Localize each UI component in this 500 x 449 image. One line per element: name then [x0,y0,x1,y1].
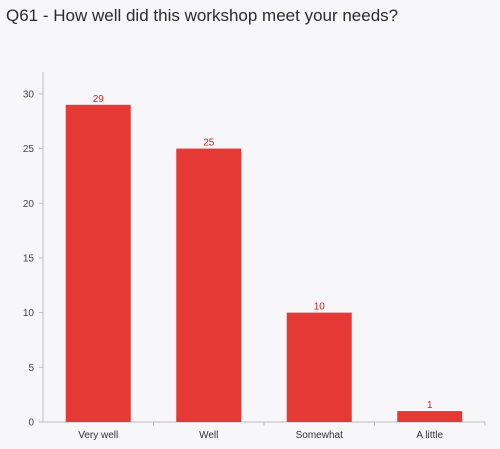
y-tick-label: 5 [28,363,34,374]
x-tick-marks [153,422,486,426]
y-tick-labels: 0 5 10 15 20 25 30 [23,89,43,429]
chart-title: Q61 - How well did this workshop meet yo… [6,6,399,25]
y-tick-label: 20 [23,199,35,210]
category-labels: Very well Well Somewhat A little [78,430,443,441]
data-label: 25 [203,138,215,149]
category-label: Somewhat [296,430,343,441]
category-label: A little [416,430,443,441]
bar[interactable] [286,312,352,422]
data-label: 29 [93,94,105,105]
bar[interactable] [176,148,242,422]
y-tick-label: 25 [23,144,35,155]
bar[interactable] [65,104,131,422]
y-tick-label: 0 [28,418,34,429]
category-label: Well [199,430,218,441]
category-label: Very well [78,430,118,441]
data-label: 10 [314,302,326,313]
y-tick-label: 30 [23,89,35,100]
bars [65,104,463,422]
data-label: 1 [427,400,433,411]
data-labels: 29 25 10 1 [93,94,433,411]
bar[interactable] [397,411,463,422]
y-tick-label: 15 [23,253,35,264]
y-tick-label: 10 [23,308,35,319]
